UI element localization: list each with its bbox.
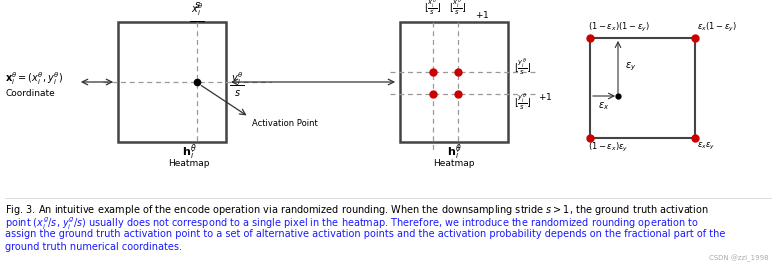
Text: $\lfloor\frac{y_i^\theta}{s}\rfloor$: $\lfloor\frac{y_i^\theta}{s}\rfloor$ xyxy=(514,57,532,77)
Text: Heatmap: Heatmap xyxy=(168,159,210,169)
Text: $\epsilon_y$: $\epsilon_y$ xyxy=(625,61,636,73)
Text: Activation Point: Activation Point xyxy=(252,120,317,128)
Text: $\lfloor\frac{y_i^\theta}{s}\rfloor$: $\lfloor\frac{y_i^\theta}{s}\rfloor$ xyxy=(514,92,532,112)
Text: $\lfloor\frac{x_i^\theta}{s}\rfloor$: $\lfloor\frac{x_i^\theta}{s}\rfloor$ xyxy=(449,0,467,17)
Text: assign the ground truth activation point to a set of alternative activation poin: assign the ground truth activation point… xyxy=(5,229,726,239)
Text: $+1$: $+1$ xyxy=(475,9,490,20)
Text: $x_i^\theta$: $x_i^\theta$ xyxy=(191,1,203,18)
Bar xyxy=(400,22,508,142)
Text: $s$: $s$ xyxy=(234,88,241,98)
Text: $\epsilon_x$: $\epsilon_x$ xyxy=(598,100,610,112)
Text: $(1-\epsilon_x)(1-\epsilon_y)$: $(1-\epsilon_x)(1-\epsilon_y)$ xyxy=(588,21,650,34)
Bar xyxy=(590,38,695,138)
Text: Fig. 3. An intuitive example of the encode operation via randomized rounding. Wh: Fig. 3. An intuitive example of the enco… xyxy=(5,203,708,217)
Text: $\epsilon_x\epsilon_y$: $\epsilon_x\epsilon_y$ xyxy=(697,141,715,152)
Text: $\mathbf{h}_i^\theta$: $\mathbf{h}_i^\theta$ xyxy=(447,142,461,162)
Bar xyxy=(118,22,226,142)
Text: $\epsilon_x(1-\epsilon_y)$: $\epsilon_x(1-\epsilon_y)$ xyxy=(697,21,737,34)
Text: $s$: $s$ xyxy=(193,0,200,10)
Text: $(1-\epsilon_x)\epsilon_y$: $(1-\epsilon_x)\epsilon_y$ xyxy=(588,141,629,154)
Text: Heatmap: Heatmap xyxy=(433,159,475,169)
Text: ground truth numerical coordinates.: ground truth numerical coordinates. xyxy=(5,242,182,252)
Text: Coordinate: Coordinate xyxy=(5,90,55,99)
Text: $\lfloor\frac{x_i^\theta}{s}\rfloor$: $\lfloor\frac{x_i^\theta}{s}\rfloor$ xyxy=(424,0,442,17)
Text: $+1$: $+1$ xyxy=(538,91,553,102)
Text: $\mathbf{h}_i^\theta$: $\mathbf{h}_i^\theta$ xyxy=(182,142,196,162)
Text: CSDN @zzl_1998: CSDN @zzl_1998 xyxy=(709,254,769,262)
Text: $y_i^\theta$: $y_i^\theta$ xyxy=(231,70,244,87)
Text: point ($x_i^g/s$, $y_i^g/s$) usually does not correspond to a single pixel in th: point ($x_i^g/s$, $y_i^g/s$) usually doe… xyxy=(5,216,699,232)
Text: $\mathbf{x}_i^\theta = (x_i^\theta, y_i^\theta)$: $\mathbf{x}_i^\theta = (x_i^\theta, y_i^… xyxy=(5,70,63,87)
